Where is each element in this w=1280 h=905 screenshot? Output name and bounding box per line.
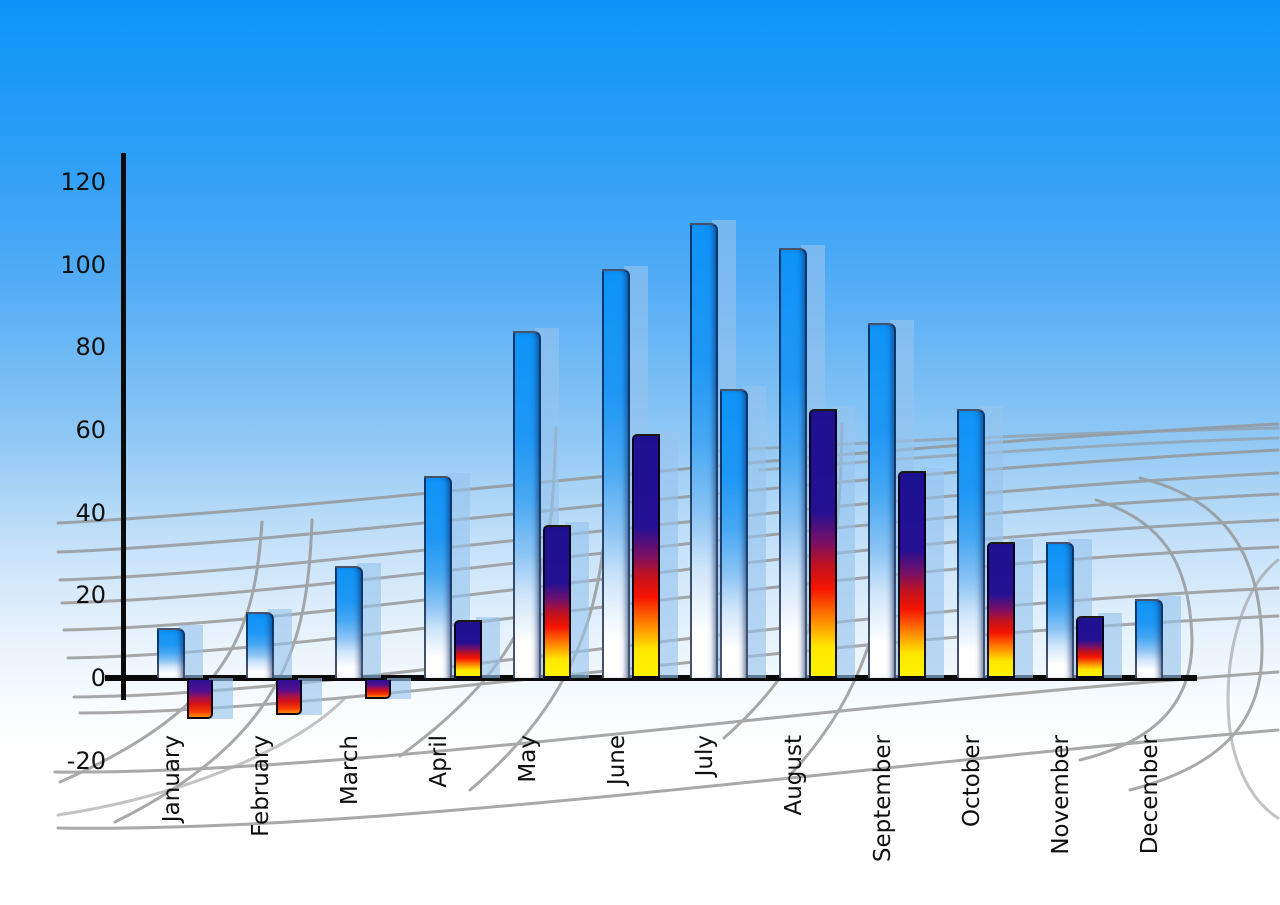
bar-secondary-february [275, 680, 302, 716]
month-label-march: March [336, 735, 363, 806]
x-axis-line [105, 675, 1197, 681]
bar-primary-december [1134, 599, 1163, 678]
y-tick-label: 0 [90, 664, 106, 692]
y-tick-label: 20 [75, 581, 106, 610]
y-tick-label: 40 [75, 498, 106, 527]
month-label-april: April [425, 735, 452, 788]
y-axis-line [121, 153, 126, 700]
bar-shadow [386, 678, 411, 699]
y-tick-label: 100 [60, 250, 106, 279]
month-label-july: July [692, 735, 719, 777]
month-label-may: May [514, 735, 541, 783]
bar-primary-february [245, 611, 274, 678]
month-label-august: August [781, 735, 808, 816]
bar-primary-november [1046, 541, 1074, 678]
bar-secondary-may [542, 525, 571, 678]
y-tick-label: 120 [60, 168, 106, 197]
month-label-january: January [159, 735, 185, 823]
bar-primary-april [423, 475, 452, 678]
month-label-december: December [1136, 735, 1163, 855]
bar-primary-september [868, 322, 897, 678]
bar-secondary-march [364, 680, 391, 699]
bar-secondary-january [187, 680, 213, 720]
month-label-september: September [870, 735, 897, 863]
month-label-february: February [247, 735, 274, 837]
bar-primary-january [157, 628, 185, 678]
bar-secondary-august [809, 409, 838, 678]
bar-secondary-june [631, 434, 660, 678]
bar-shadow [297, 678, 322, 716]
month-label-june: June [603, 735, 630, 786]
bar-secondary-september [898, 471, 927, 678]
bar-primary-may [512, 330, 541, 678]
month-label-october: October [959, 735, 986, 828]
bar-primary-october [957, 409, 986, 678]
bar-primary-march [334, 566, 363, 678]
bar-secondary-april [453, 620, 482, 678]
bar-primary-august [779, 248, 808, 678]
bar-secondary-november [1076, 616, 1104, 678]
bar-primary-july [690, 223, 719, 678]
y-tick-label: 80 [75, 333, 106, 362]
y-tick-label: 60 [75, 416, 106, 445]
y-tick-label: -20 [66, 746, 106, 775]
bar-secondary-july [720, 388, 749, 678]
month-label-november: November [1048, 735, 1074, 855]
bar-primary-june [601, 268, 630, 678]
bar-shadow [209, 678, 233, 720]
bar-secondary-october [987, 541, 1016, 678]
